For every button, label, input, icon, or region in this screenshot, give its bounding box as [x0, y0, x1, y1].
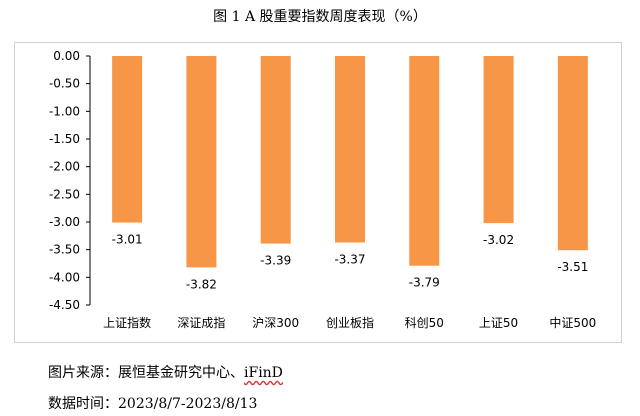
bar [112, 56, 143, 223]
x-tick-label: 上证50 [479, 316, 518, 330]
bar [409, 56, 440, 266]
data-label: -3.79 [409, 276, 440, 290]
y-tick-label: -4.00 [49, 270, 80, 284]
chart-title: 图 1 A 股重要指数周度表现（%） [213, 9, 427, 25]
y-tick-label: 0.00 [53, 49, 80, 63]
y-tick-label: -2.50 [49, 187, 80, 201]
data-label: -3.02 [483, 233, 514, 247]
data-label: -3.37 [334, 252, 365, 266]
y-tick-label: -4.50 [49, 298, 80, 312]
data-label: -3.51 [557, 260, 588, 274]
source-main: 展恒基金研究中心、 [118, 365, 244, 381]
x-tick-label: 科创50 [405, 316, 444, 330]
y-tick-label: -3.50 [49, 243, 80, 257]
period-note: 数据时间：2023/8/7-2023/8/13 [48, 393, 257, 413]
x-tick-label: 深证成指 [177, 315, 225, 330]
bar [186, 56, 217, 268]
y-tick-label: -0.50 [49, 77, 80, 91]
x-tick-label: 上证指数 [103, 315, 151, 330]
bar [260, 56, 291, 244]
bar [483, 56, 514, 224]
bar [557, 56, 588, 251]
data-label: -3.39 [260, 254, 291, 268]
bar-chart: 0.00 -0.50 -1.00 -1.50 -2.00 -2.50 -3.00 -3.50 -… [49, 49, 596, 330]
source-label: 图片来源： [48, 365, 118, 381]
y-tick-label: -1.00 [49, 104, 80, 118]
period-value: 2023/8/7-2023/8/13 [118, 396, 258, 412]
data-label: -3.82 [186, 277, 217, 291]
data-label: -3.01 [112, 233, 143, 247]
source-note: 图片来源：展恒基金研究中心、iFinD [48, 362, 283, 382]
x-tick-label: 创业板指 [326, 315, 374, 330]
source-ifind: iFinD [244, 365, 283, 381]
y-tick-label: -3.00 [49, 215, 80, 229]
x-tick-label: 沪深300 [252, 316, 299, 330]
x-tick-label: 中证500 [549, 315, 596, 330]
bar [335, 56, 365, 243]
chart-frame [14, 42, 622, 343]
period-label: 数据时间： [48, 396, 118, 412]
y-tick-label: -1.50 [49, 132, 80, 146]
y-tick-label: -2.00 [49, 160, 80, 174]
